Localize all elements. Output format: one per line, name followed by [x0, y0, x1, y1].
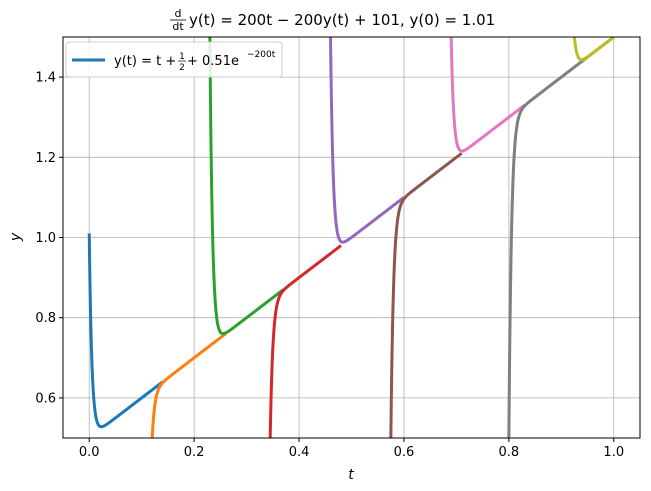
x-tick-label-5: 1.0 [603, 445, 624, 460]
legend: y(t) = t + 1 2 + 0.51e −200t [65, 41, 283, 78]
series-line-8 [572, 37, 616, 62]
x-tick-label-4: 0.8 [499, 445, 520, 460]
legend-frac-den: 2 [179, 63, 185, 73]
series-line-2 [208, 37, 285, 336]
title-frac-denominator: dt [172, 20, 184, 33]
y-tick-label-1: 0.8 [35, 311, 56, 326]
series-line-0 [87, 233, 165, 429]
legend-frac-num: 1 [179, 52, 185, 62]
legend-label-mid: + 0.51e [187, 54, 239, 69]
x-tick-label-1: 0.2 [184, 445, 205, 460]
series-line-6 [449, 37, 526, 153]
series-line-5 [389, 151, 464, 438]
x-tick-label-3: 0.6 [394, 445, 415, 460]
x-ticks: 0.0 0.2 0.4 0.6 0.8 1.0 [79, 438, 624, 460]
y-tick-label-4: 1.4 [35, 71, 56, 86]
legend-label-sup: −200t [247, 50, 276, 60]
title-rhs: y(t) = 200t − 200y(t) + 101, y(0) = 1.01 [189, 11, 495, 29]
series-layer [87, 37, 616, 438]
y-tick-label-3: 1.2 [35, 151, 56, 166]
x-tick-label-0: 0.0 [79, 445, 100, 460]
chart-title: d dt y(t) = 200t − 200y(t) + 101, y(0) =… [170, 7, 495, 33]
legend-label-lhs: y(t) = t + [114, 54, 176, 69]
y-tick-label-0: 0.6 [35, 391, 56, 406]
series-line-3 [268, 244, 343, 438]
y-tick-label-2: 1.0 [35, 231, 56, 246]
series-line-1 [150, 332, 227, 438]
series-line-4 [329, 37, 406, 244]
x-axis-label: t [348, 467, 354, 483]
legend-box [65, 41, 283, 78]
y-axis-label: y [8, 232, 24, 242]
title-frac-numerator: d [175, 7, 182, 20]
y-ticks: 0.6 0.8 1.0 1.2 1.4 [35, 71, 63, 406]
x-tick-label-2: 0.4 [289, 445, 310, 460]
